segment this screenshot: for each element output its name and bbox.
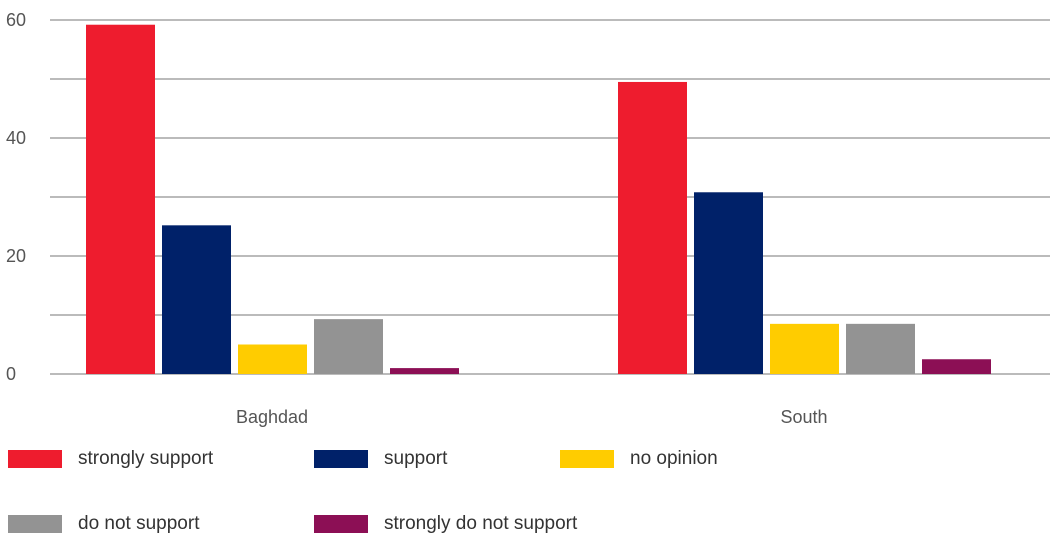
y-tick-label: 60: [6, 10, 26, 30]
legend-swatch: [314, 450, 368, 468]
legend-label: support: [384, 448, 448, 469]
y-tick-label: 40: [6, 128, 26, 148]
legend-label: strongly support: [78, 448, 214, 469]
legend-label: strongly do not support: [384, 513, 578, 534]
legend-swatch: [560, 450, 614, 468]
bar-south-strongly-support: [618, 81, 687, 374]
category-label: Baghdad: [236, 407, 308, 427]
legend-label: no opinion: [630, 448, 718, 469]
bar-south-do-not-support: [846, 323, 915, 374]
bar-baghdad-strongly-support: [86, 24, 155, 374]
legend-item: support: [314, 448, 447, 470]
y-tick-label: 0: [6, 364, 16, 384]
legend-item: no opinion: [560, 448, 718, 470]
bar-baghdad-support: [162, 225, 231, 374]
bar-south-strongly-do-not-support: [922, 359, 991, 374]
legend: strongly support support no opinion do not …: [8, 448, 1048, 543]
legend-swatch: [8, 450, 62, 468]
legend-item: do not support: [8, 513, 199, 535]
bar-south-no-opinion: [770, 323, 839, 374]
category-label: South: [780, 407, 827, 427]
bar-baghdad-strongly-do-not-support: [390, 368, 459, 374]
x-axis-categories: Baghdad South: [236, 407, 828, 427]
legend-label: do not support: [78, 513, 200, 534]
legend-item: strongly support: [8, 448, 213, 470]
y-axis-ticks: 0 20 40 60: [6, 10, 26, 384]
y-tick-label: 20: [6, 246, 26, 266]
legend-swatch: [314, 515, 368, 533]
bar-south-support: [694, 192, 763, 374]
bar-baghdad-do-not-support: [314, 319, 383, 374]
legend-swatch: [8, 515, 62, 533]
bars: [86, 24, 991, 374]
bar-chart: 0 20 40 60 Baghdad South: [6, 10, 1050, 427]
bar-baghdad-no-opinion: [238, 344, 307, 374]
legend-item: strongly do not support: [314, 513, 577, 535]
